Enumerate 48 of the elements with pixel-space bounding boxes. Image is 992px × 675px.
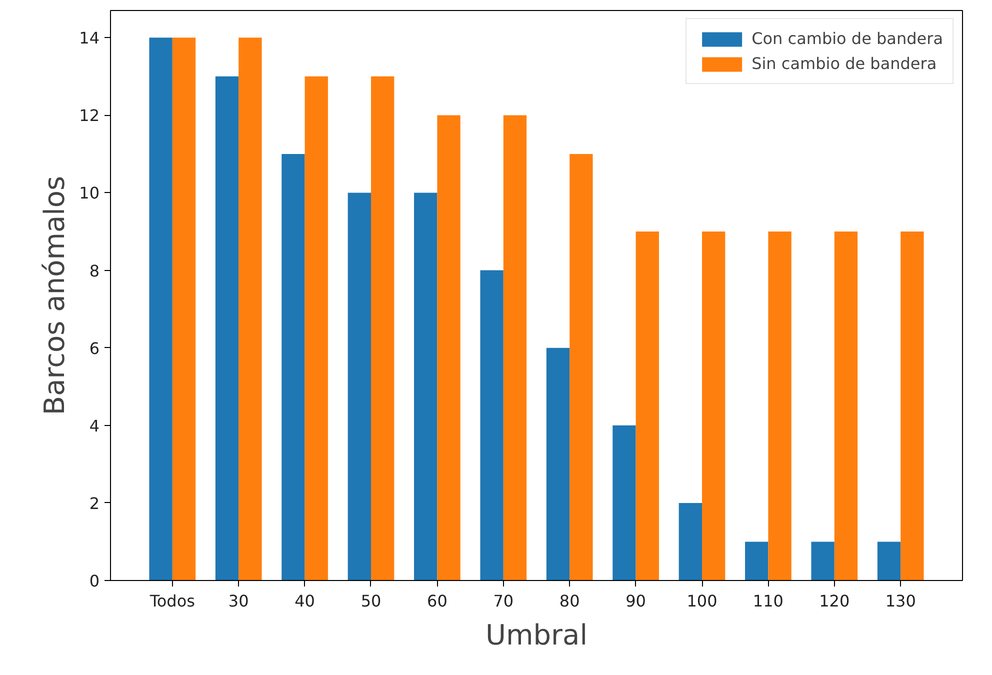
bar xyxy=(480,270,504,580)
x-tick-label: 70 xyxy=(493,592,514,610)
bar xyxy=(546,348,570,580)
bar xyxy=(900,232,924,580)
y-axis-title: Barcos anómalos xyxy=(38,176,72,416)
legend-label: Sin cambio de bandera xyxy=(752,54,937,73)
bar xyxy=(238,38,262,580)
y-tick-label: 10 xyxy=(79,184,100,203)
bar xyxy=(702,232,726,580)
bar xyxy=(304,76,328,580)
x-tick-label: 80 xyxy=(559,592,580,610)
bar xyxy=(636,232,659,580)
y-tick-label: 2 xyxy=(89,494,100,513)
bar xyxy=(811,542,834,580)
x-tick-label: 120 xyxy=(819,592,850,610)
y-tick-label: 4 xyxy=(89,416,100,436)
x-tick-label: 110 xyxy=(752,592,784,610)
bar xyxy=(414,192,438,580)
x-tick-label: 130 xyxy=(885,592,916,610)
bar xyxy=(834,232,858,580)
bar xyxy=(437,115,460,580)
bar xyxy=(172,38,196,580)
bar xyxy=(149,38,172,580)
bar xyxy=(503,115,527,580)
legend-label: Con cambio de bandera xyxy=(752,29,943,48)
y-tick-label: 14 xyxy=(79,28,100,48)
bar xyxy=(371,76,394,580)
y-tick-label: 0 xyxy=(89,572,100,590)
x-tick-label: 90 xyxy=(626,592,646,610)
bar xyxy=(348,192,371,580)
y-tick-label: 12 xyxy=(79,106,100,126)
bar xyxy=(215,76,239,580)
x-tick-label: 30 xyxy=(228,592,249,610)
x-axis-title: Umbral xyxy=(486,618,588,652)
bar xyxy=(768,232,792,580)
x-tick-label: Todos xyxy=(148,592,195,610)
x-tick-label: 60 xyxy=(427,592,448,610)
y-tick-label: 6 xyxy=(89,338,100,358)
bar xyxy=(612,425,636,580)
bar xyxy=(570,154,593,580)
x-tick-label: 50 xyxy=(360,592,382,610)
x-tick-label: 100 xyxy=(686,592,718,610)
bar xyxy=(282,154,305,580)
x-tick-label: 40 xyxy=(294,592,315,610)
bar xyxy=(678,502,702,580)
bar xyxy=(745,542,768,580)
y-tick-label: 8 xyxy=(89,261,100,280)
bar xyxy=(877,542,901,580)
